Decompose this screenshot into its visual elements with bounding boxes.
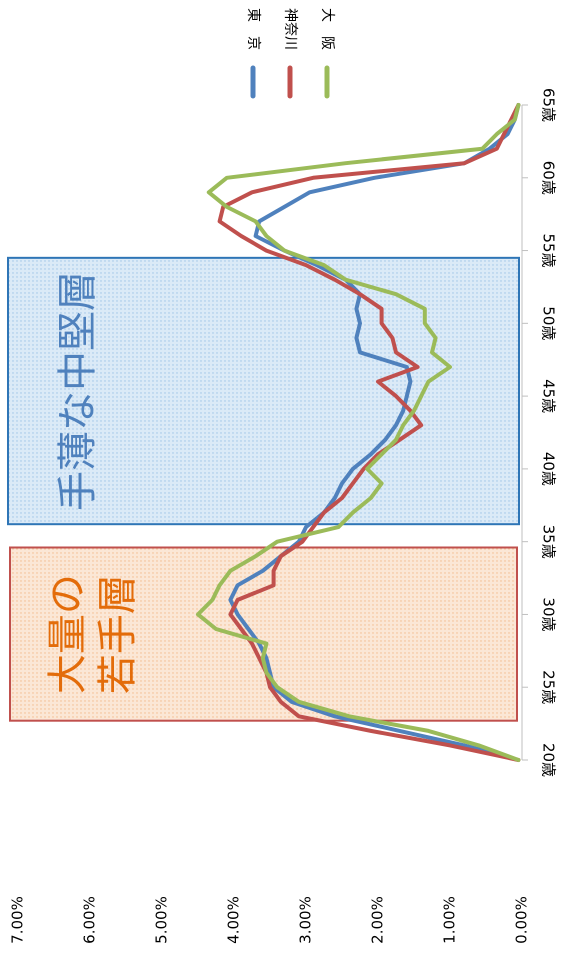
legend-label-0: 東 京 [245, 8, 261, 50]
tick-labels: 20歳 25歳 30歳 35歳 40歳 45歳 50歳 55歳 60歳 65歳 0.00% 1.00%… [9, 88, 558, 944]
y-tick-label: 6.00% [81, 896, 99, 944]
y-tick-label: 4.00% [225, 896, 243, 944]
x-tick-label: 35歳 [540, 525, 558, 559]
x-tick-label: 45歳 [540, 379, 558, 413]
x-tick-label: 20歳 [540, 743, 558, 777]
y-tick-label: 7.00% [9, 896, 27, 944]
series-line-2 [196, 103, 521, 762]
annotation-text: 手薄な中堅層 [55, 271, 101, 511]
x-tick-label: 40歳 [540, 452, 558, 486]
x-tick-label: 55歳 [540, 234, 558, 268]
legend: 東 京 神奈川 大 阪 [245, 8, 335, 99]
series-lines [196, 103, 521, 762]
x-tick-label: 25歳 [540, 670, 558, 704]
legend-label-2: 大 阪 [319, 8, 335, 50]
annotation-text: 若手層 [95, 574, 141, 694]
annotation-boxes: 大量の 若手層 手薄な中堅層 [7, 256, 520, 722]
x-tick-label: 60歳 [540, 161, 558, 195]
y-tick-label: 0.00% [513, 896, 531, 944]
y-tick-label: 1.00% [441, 896, 459, 944]
annotation-box-young [9, 546, 518, 722]
x-tick-label: 50歳 [540, 306, 558, 340]
annotation-text: 大量の [45, 574, 91, 694]
x-tick-label: 65歳 [540, 88, 558, 122]
series-line-1 [217, 103, 521, 762]
y-tick-label: 3.00% [297, 896, 315, 944]
x-tick-label: 30歳 [540, 597, 558, 631]
axes [521, 104, 528, 761]
annotation-box-mid [7, 256, 520, 526]
y-tick-label: 5.00% [153, 896, 171, 944]
y-tick-label: 2.00% [369, 896, 387, 944]
legend-label-1: 神奈川 [282, 8, 298, 50]
